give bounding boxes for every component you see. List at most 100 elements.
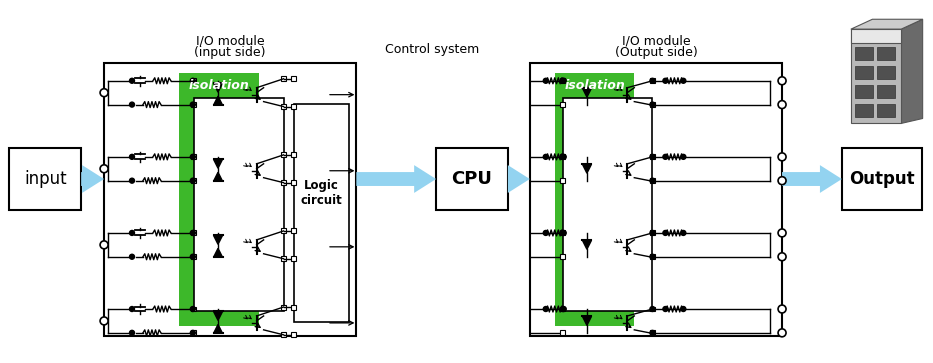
Bar: [650, 330, 655, 335]
Polygon shape: [214, 325, 223, 333]
Text: isolation: isolation: [188, 79, 249, 92]
Bar: [560, 330, 565, 335]
Bar: [191, 78, 196, 83]
Circle shape: [562, 231, 566, 236]
Bar: [650, 178, 655, 183]
Polygon shape: [582, 164, 592, 173]
Circle shape: [778, 177, 786, 185]
Text: isolation: isolation: [564, 79, 625, 92]
Text: I/O module: I/O module: [196, 34, 265, 48]
Bar: [560, 254, 565, 259]
Circle shape: [190, 178, 195, 183]
Circle shape: [100, 89, 108, 97]
Bar: [291, 76, 296, 81]
Bar: [191, 231, 196, 236]
Text: Output: Output: [849, 170, 914, 188]
Bar: [291, 152, 296, 157]
Bar: [650, 231, 655, 236]
Bar: [291, 104, 296, 109]
Circle shape: [681, 231, 686, 236]
Circle shape: [650, 102, 655, 107]
Bar: [842, 148, 922, 210]
Bar: [191, 154, 196, 159]
Circle shape: [663, 306, 668, 311]
Bar: [877, 47, 895, 60]
Circle shape: [778, 253, 786, 261]
Circle shape: [190, 306, 195, 311]
Bar: [560, 102, 565, 107]
Text: I/O module: I/O module: [621, 34, 690, 48]
Text: (Output side): (Output side): [615, 46, 697, 60]
Text: input: input: [24, 170, 66, 188]
Bar: [436, 148, 508, 210]
Polygon shape: [214, 172, 223, 181]
Bar: [563, 98, 652, 311]
Circle shape: [130, 102, 134, 107]
Polygon shape: [214, 311, 223, 321]
Bar: [877, 66, 895, 79]
Text: (input side): (input side): [194, 46, 266, 60]
Bar: [281, 333, 286, 337]
FancyArrow shape: [356, 165, 436, 193]
Circle shape: [190, 330, 195, 335]
Polygon shape: [214, 236, 223, 244]
Circle shape: [560, 306, 565, 311]
FancyArrow shape: [782, 165, 842, 193]
Bar: [281, 305, 286, 310]
Circle shape: [681, 306, 686, 311]
Bar: [179, 73, 258, 326]
Bar: [281, 104, 286, 109]
Bar: [291, 305, 296, 310]
Circle shape: [650, 306, 655, 311]
Polygon shape: [582, 88, 592, 97]
Circle shape: [543, 231, 549, 236]
Circle shape: [130, 178, 134, 183]
Bar: [104, 63, 356, 336]
Bar: [281, 228, 286, 233]
Circle shape: [100, 317, 108, 325]
Circle shape: [650, 231, 655, 236]
Bar: [281, 180, 286, 185]
Bar: [194, 98, 284, 311]
Text: CPU: CPU: [452, 170, 493, 188]
Bar: [855, 103, 872, 117]
Bar: [560, 178, 565, 183]
Bar: [560, 306, 565, 311]
Bar: [877, 103, 895, 117]
Circle shape: [543, 154, 549, 159]
Circle shape: [560, 78, 565, 83]
Polygon shape: [214, 96, 223, 105]
Circle shape: [190, 78, 195, 83]
Circle shape: [190, 154, 195, 159]
Polygon shape: [901, 19, 923, 123]
Bar: [650, 154, 655, 159]
Circle shape: [562, 154, 566, 159]
Bar: [855, 85, 872, 98]
Circle shape: [560, 154, 565, 159]
Circle shape: [681, 154, 686, 159]
Circle shape: [650, 78, 655, 83]
Circle shape: [100, 165, 108, 173]
Bar: [281, 152, 286, 157]
Polygon shape: [214, 248, 223, 257]
Bar: [191, 330, 196, 335]
Circle shape: [778, 101, 786, 109]
Circle shape: [190, 102, 195, 107]
Polygon shape: [214, 83, 223, 92]
Bar: [291, 256, 296, 261]
Bar: [191, 254, 196, 259]
Circle shape: [778, 153, 786, 161]
Bar: [855, 66, 872, 79]
Text: Control system: Control system: [385, 42, 480, 56]
Bar: [851, 29, 901, 43]
Bar: [291, 228, 296, 233]
Bar: [191, 102, 196, 107]
FancyArrow shape: [81, 165, 104, 193]
Circle shape: [190, 231, 195, 236]
Bar: [281, 256, 286, 261]
Bar: [530, 63, 782, 336]
Bar: [555, 73, 634, 326]
Bar: [650, 78, 655, 83]
Circle shape: [681, 78, 686, 83]
Bar: [560, 78, 565, 83]
